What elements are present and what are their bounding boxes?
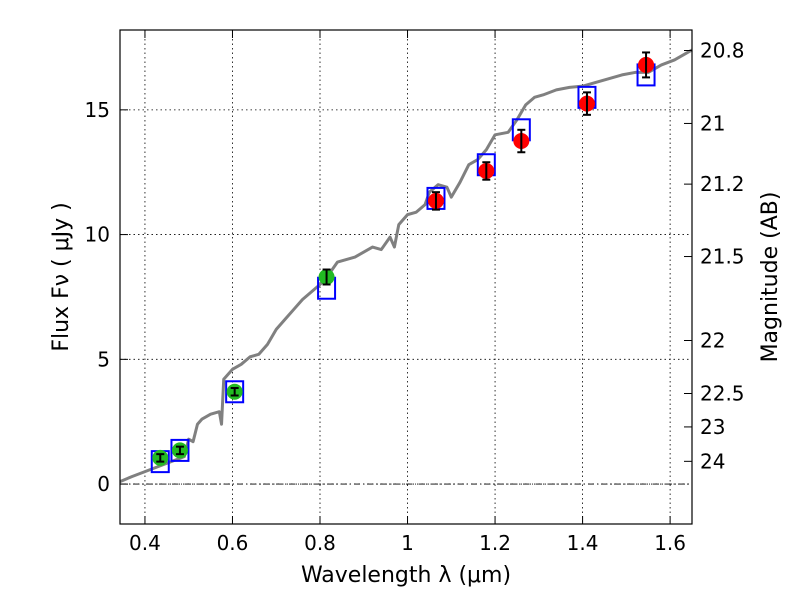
y-tick-label: 5 [97, 347, 110, 371]
axes-frame [119, 29, 693, 525]
x-axis-label: Wavelength λ (μm) [301, 563, 511, 588]
error-bar [517, 128, 526, 154]
error-bar [431, 191, 440, 211]
error-bar [322, 268, 331, 286]
x-tick-label: 1.4 [567, 531, 599, 555]
error-bar [230, 387, 239, 397]
x-tick-label: 1.6 [654, 531, 686, 555]
y2-tick-label: 20.8 [700, 39, 745, 63]
x-tick-label: 0.8 [304, 531, 336, 555]
x-tick-label: 1 [401, 531, 414, 555]
y-tick-label: 10 [85, 223, 110, 247]
grid [120, 30, 692, 524]
y2-tick-label: 21.5 [700, 245, 745, 269]
y2-tick-label: 21.2 [700, 172, 745, 196]
model-marker [170, 438, 190, 462]
y2-tick-label: 22.5 [700, 381, 745, 405]
error-bar [156, 453, 165, 463]
error-bar [482, 161, 491, 181]
model-marker [225, 380, 245, 404]
y-tick-label: 0 [97, 472, 110, 496]
error-bar [175, 445, 184, 456]
x-tick-label: 0.6 [217, 531, 249, 555]
x-tick-label: 1.2 [479, 531, 511, 555]
y2-tick-label: 24 [700, 449, 725, 473]
x-tick-label: 0.4 [129, 531, 161, 555]
error-bar [642, 51, 651, 79]
spectrum-line [119, 48, 693, 483]
y-tick-label: 15 [85, 98, 110, 122]
y2-tick-label: 21 [700, 111, 725, 135]
y2-tick-label: 22 [700, 329, 725, 353]
plot-area [119, 48, 693, 483]
y-axis-label: Flux Fν ( μJy ) [49, 202, 74, 351]
y2-tick-label: 23 [700, 415, 725, 439]
ticks: 0.4 0.6 0.8 1 1.2 1.4 1.6 0 5 10 15 20.8 21 21.2 21.5 2… [85, 30, 745, 555]
error-bar [582, 91, 591, 116]
y2-axis-label: Magnitude (AB) [758, 192, 783, 363]
